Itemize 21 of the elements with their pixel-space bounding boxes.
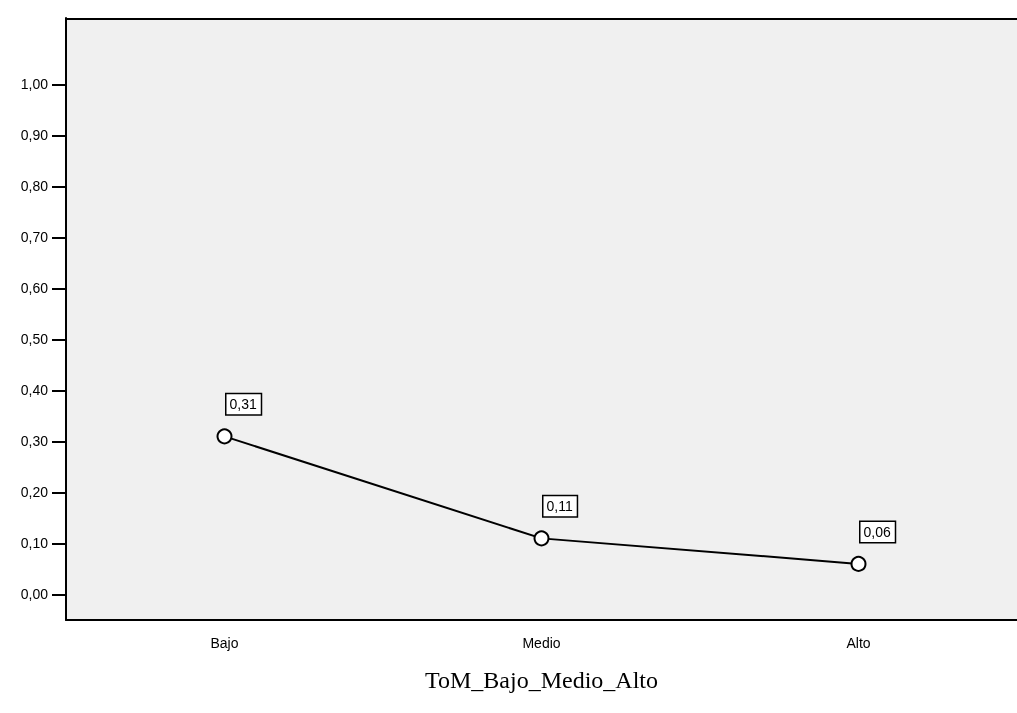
y-tick-label: 0,50 xyxy=(20,331,49,348)
text: 0,06 xyxy=(863,523,891,540)
x-tick-label: Alto xyxy=(846,635,871,651)
y-tick-label: 0,60 xyxy=(20,280,49,297)
x-tick-label: Bajo xyxy=(210,635,239,651)
text: 0,11 xyxy=(546,498,573,515)
x-axis-title: ToM_Bajo_Medio_Alto xyxy=(425,667,658,693)
y-tick-label: 0,70 xyxy=(20,229,49,246)
y-tick-label: 0,20 xyxy=(20,484,49,501)
point xyxy=(850,555,867,572)
point xyxy=(216,428,233,445)
y-tick-label: 0,30 xyxy=(20,433,49,450)
y-tick-label: 0,10 xyxy=(20,535,49,552)
y-tick-label: 0,80 xyxy=(20,178,49,195)
x-tick-label: Medio xyxy=(522,635,561,651)
y-tick-label: 0,40 xyxy=(20,382,49,399)
text: 0,31 xyxy=(229,396,257,413)
y-tick-label: 0,90 xyxy=(20,127,49,144)
y-tick-label: 1,00 xyxy=(20,76,49,93)
point xyxy=(533,530,550,547)
y-tick-label: 0,00 xyxy=(20,586,49,603)
